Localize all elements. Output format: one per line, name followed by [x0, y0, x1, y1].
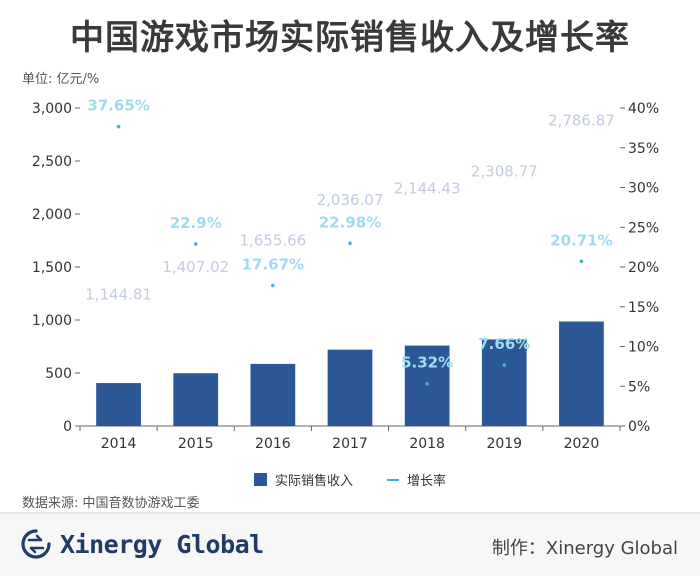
revenue-data-label: 2,786.87	[548, 112, 615, 130]
y-left-tick-label: 1,000	[32, 313, 72, 329]
footer-divider	[0, 512, 700, 514]
y-right-tick-label: 15%	[628, 300, 659, 316]
legend-item-growth: 增长率	[387, 470, 446, 489]
x-tick-label: 2014	[101, 436, 137, 452]
brand-logo: Xinergy Global	[20, 528, 264, 560]
y-left-tick-label: 500	[45, 366, 72, 382]
y-right-tick-label: 5%	[628, 379, 650, 395]
bar-revenue	[481, 339, 527, 426]
x-tick-label: 2018	[409, 436, 445, 452]
y-right-tick-label: 20%	[628, 260, 659, 276]
growth-point	[193, 242, 198, 246]
y-left-tick-label: 3,000	[32, 101, 72, 117]
growth-point	[348, 241, 352, 246]
growth-point	[116, 124, 121, 129]
growth-data-label: 22.9%	[170, 214, 222, 232]
x-tick-label: 2016	[255, 436, 291, 452]
chart-title: 中国游戏市场实际销售收入及增长率	[70, 18, 630, 58]
y-right-tick-label: 25%	[628, 220, 659, 236]
chart-canvas: 0 500 1,000 1,500 2,000 2,500 3,000 0% 5% 10% 15% 2…	[32, 97, 659, 452]
legend-item-revenue: 实际销售收入	[253, 470, 353, 489]
chart-legend: 实际销售收入 增长率	[0, 470, 700, 489]
bar-revenue	[404, 345, 450, 426]
bar-revenue	[559, 321, 604, 426]
revenue-data-label: 1,407.02	[162, 258, 229, 276]
growth-data-label: 17.67%	[242, 256, 304, 274]
legend-label-revenue: 实际销售收入	[274, 474, 353, 489]
revenue-data-label: 1,655.66	[239, 232, 306, 250]
credit-text: 制作：Xinergy Global	[491, 538, 678, 559]
growth-data-label: 20.71%	[550, 231, 612, 249]
growth-point	[579, 259, 584, 264]
legend-label-growth: 增长率	[407, 474, 447, 489]
bar-revenue	[250, 363, 296, 426]
growth-data-label: 7.66%	[478, 335, 530, 353]
y-right-tick-label: 10%	[628, 340, 659, 356]
logo-text: Xinergy Global	[60, 529, 264, 559]
y-right-tick-label: 0%	[628, 419, 650, 435]
revenue-data-label: 2,144.43	[394, 180, 461, 198]
y-left-tick-label: 2,500	[32, 154, 72, 170]
growth-data-label: 37.65%	[87, 97, 149, 115]
revenue-data-label: 2,036.07	[317, 191, 384, 209]
bar-revenue	[96, 383, 141, 426]
xinergy-logo-icon	[21, 529, 51, 559]
x-tick-label: 2017	[332, 436, 368, 452]
y-right-tick-label: 40%	[628, 101, 659, 117]
legend-swatch-bar	[253, 473, 267, 486]
unit-label: 单位: 亿元/%	[22, 72, 100, 87]
x-tick-label: 2015	[178, 436, 214, 452]
revenue-data-label: 2,308.77	[471, 162, 538, 180]
y-right-tick-label: 30%	[628, 181, 659, 197]
growth-data-label: 22.98%	[319, 213, 381, 231]
x-tick-label: 2019	[486, 436, 522, 452]
growth-point	[271, 283, 275, 288]
y-left-tick-label: 0	[63, 419, 72, 435]
y-left-tick-label: 1,500	[32, 260, 72, 276]
growth-point	[502, 363, 507, 367]
growth-point	[425, 381, 429, 386]
growth-data-label: 5.32%	[401, 354, 453, 372]
footer: Xinergy Global 制作：Xinergy Global	[0, 514, 700, 576]
y-right-tick-label: 35%	[628, 141, 659, 157]
y-left-tick-label: 2,000	[32, 207, 72, 223]
data-source: 数据来源: 中国音数协游戏工委	[22, 496, 200, 511]
revenue-data-label: 1,144.81	[85, 286, 152, 304]
x-tick-label: 2020	[564, 436, 600, 452]
bar-revenue	[327, 349, 373, 426]
bar-revenue	[173, 373, 219, 426]
legend-swatch-line	[387, 478, 399, 481]
